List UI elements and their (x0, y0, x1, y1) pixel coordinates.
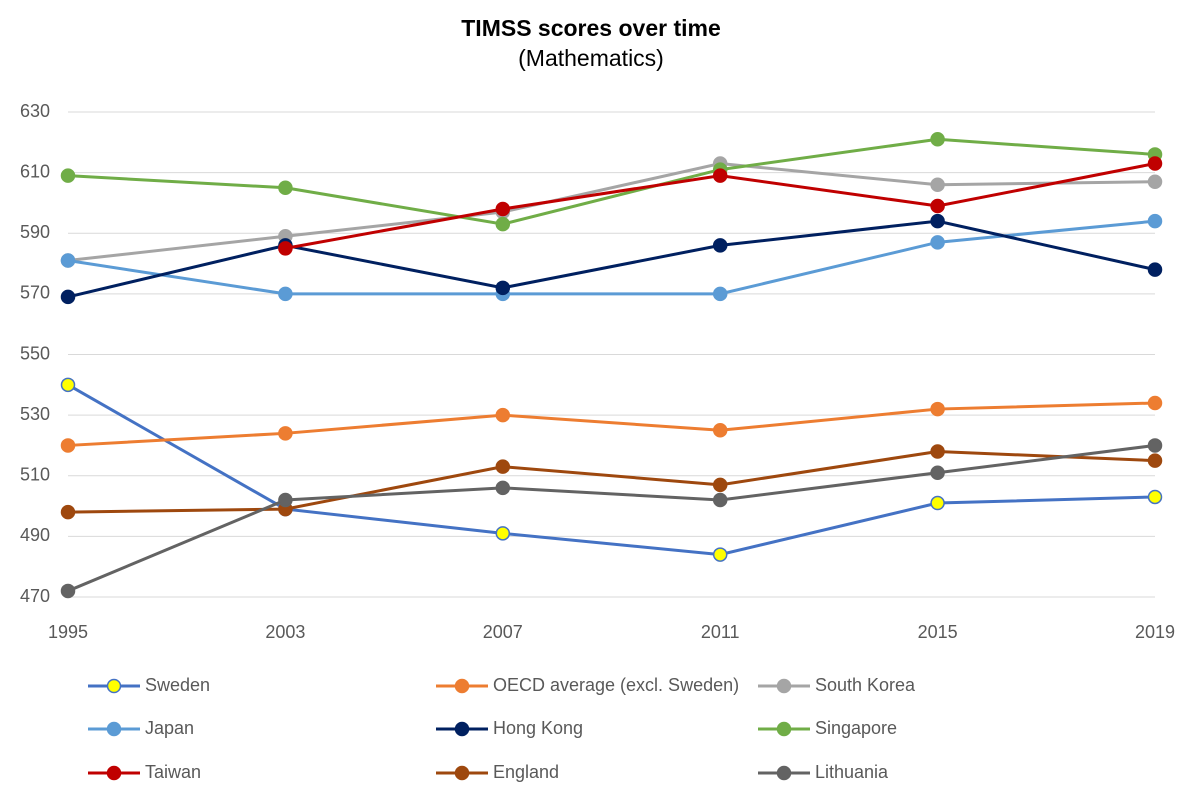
y-tick-label: 470 (20, 586, 50, 606)
data-point (712, 168, 728, 183)
y-tick-label: 570 (20, 283, 50, 303)
legend-marker (454, 721, 470, 737)
y-tick-label: 510 (20, 465, 50, 485)
data-point (495, 216, 511, 232)
data-point (278, 426, 293, 441)
legend-marker (106, 765, 122, 781)
x-tick-label: 2015 (918, 622, 958, 642)
legend-label: South Korea (815, 675, 916, 695)
legend-label: Sweden (145, 675, 210, 695)
series-line (67, 383, 1156, 557)
legend-marker (454, 678, 470, 694)
data-point (712, 286, 728, 302)
legend-marker (106, 721, 122, 737)
y-tick-label: 590 (20, 222, 50, 242)
data-point (60, 438, 76, 453)
data-point (1147, 174, 1163, 189)
data-point (495, 407, 511, 423)
chart-title: TIMSS scores over time (461, 15, 721, 41)
x-tick-label: 2007 (483, 622, 523, 642)
y-tick-label: 530 (20, 404, 50, 424)
legend-label: Japan (145, 718, 194, 738)
series-line (67, 162, 1156, 263)
data-point (60, 377, 76, 393)
legend-label: OECD average (excl. Sweden) (493, 675, 739, 695)
legend-marker (776, 721, 792, 737)
data-point (60, 253, 76, 268)
data-point (495, 480, 511, 496)
data-point (930, 213, 945, 229)
legend-marker (454, 765, 470, 781)
data-point (1147, 438, 1163, 453)
data-point (278, 241, 293, 256)
data-point (712, 547, 728, 562)
data-point (60, 504, 76, 520)
data-point (712, 238, 728, 253)
data-point (712, 423, 728, 438)
legend-marker (106, 678, 122, 694)
data-point (278, 180, 293, 196)
data-point (1147, 453, 1163, 468)
legend-marker (776, 765, 792, 781)
series-line (67, 449, 1156, 514)
data-point (1147, 489, 1163, 505)
data-point (495, 459, 511, 474)
series-line (67, 219, 1156, 299)
data-point (278, 286, 293, 302)
data-point (1147, 262, 1163, 277)
series-line (67, 401, 1156, 447)
series-line (67, 219, 1156, 296)
data-point (495, 280, 511, 296)
data-point (930, 401, 945, 417)
series-line (67, 137, 1156, 226)
series-line (67, 443, 1156, 593)
y-tick-label: 490 (20, 525, 50, 545)
legend-label: Taiwan (145, 762, 201, 782)
data-point (1147, 156, 1163, 171)
data-point (60, 168, 76, 183)
data-point (712, 492, 728, 508)
x-tick-label: 2011 (701, 622, 740, 642)
data-point (712, 477, 728, 493)
legend-label: Singapore (815, 718, 897, 738)
data-point (60, 289, 76, 305)
chart-subtitle: (Mathematics) (518, 45, 664, 71)
data-point (930, 465, 945, 480)
y-tick-label: 610 (20, 161, 50, 181)
y-tick-label: 630 (20, 101, 50, 121)
data-point (1147, 213, 1163, 229)
data-point (1147, 395, 1163, 411)
x-tick-label: 2003 (265, 622, 305, 642)
x-tick-label: 1995 (48, 622, 88, 642)
legend-label: Hong Kong (493, 718, 583, 738)
data-point (930, 444, 945, 459)
data-point (930, 132, 945, 147)
data-point (930, 495, 945, 511)
legend-label: Lithuania (815, 762, 889, 782)
data-point (60, 583, 76, 599)
data-point (930, 177, 945, 192)
x-tick-label: 2019 (1135, 622, 1175, 642)
data-point (930, 198, 945, 214)
data-point (278, 492, 293, 508)
data-point (930, 235, 945, 250)
data-point (495, 201, 511, 217)
data-point (495, 526, 511, 541)
legend-label: England (493, 762, 559, 782)
y-tick-label: 550 (20, 343, 50, 363)
legend-marker (776, 678, 792, 694)
